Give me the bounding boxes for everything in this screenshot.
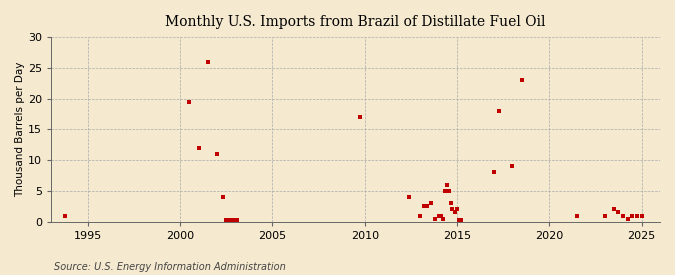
- Point: [418, 204, 429, 208]
- Point: [445, 201, 456, 205]
- Point: [354, 115, 365, 119]
- Point: [437, 216, 448, 221]
- Y-axis label: Thousand Barrels per Day: Thousand Barrels per Day: [15, 62, 25, 197]
- Point: [414, 213, 425, 218]
- Point: [447, 207, 458, 212]
- Point: [439, 189, 450, 193]
- Point: [494, 109, 505, 113]
- Point: [455, 218, 466, 222]
- Point: [516, 78, 527, 82]
- Point: [221, 218, 232, 222]
- Point: [230, 218, 241, 222]
- Point: [489, 170, 500, 175]
- Point: [452, 207, 462, 212]
- Point: [608, 207, 619, 212]
- Point: [450, 210, 460, 215]
- Point: [429, 216, 440, 221]
- Point: [572, 213, 583, 218]
- Point: [636, 213, 647, 218]
- Point: [184, 100, 195, 104]
- Point: [422, 204, 433, 208]
- Point: [433, 213, 444, 218]
- Point: [627, 213, 638, 218]
- Title: Monthly U.S. Imports from Brazil of Distillate Fuel Oil: Monthly U.S. Imports from Brazil of Dist…: [165, 15, 545, 29]
- Point: [225, 218, 236, 222]
- Text: Source: U.S. Energy Information Administration: Source: U.S. Energy Information Administ…: [54, 262, 286, 272]
- Point: [618, 213, 628, 218]
- Point: [59, 213, 70, 218]
- Point: [613, 210, 624, 215]
- Point: [232, 218, 243, 222]
- Point: [426, 201, 437, 205]
- Point: [454, 218, 464, 222]
- Point: [443, 189, 454, 193]
- Point: [217, 195, 228, 199]
- Point: [441, 183, 452, 187]
- Point: [622, 216, 633, 221]
- Point: [436, 213, 447, 218]
- Point: [228, 218, 239, 222]
- Point: [404, 195, 414, 199]
- Point: [223, 218, 234, 222]
- Point: [202, 59, 213, 64]
- Point: [599, 213, 610, 218]
- Point: [212, 152, 223, 156]
- Point: [507, 164, 518, 169]
- Point: [226, 218, 237, 222]
- Point: [193, 146, 204, 150]
- Point: [632, 213, 643, 218]
